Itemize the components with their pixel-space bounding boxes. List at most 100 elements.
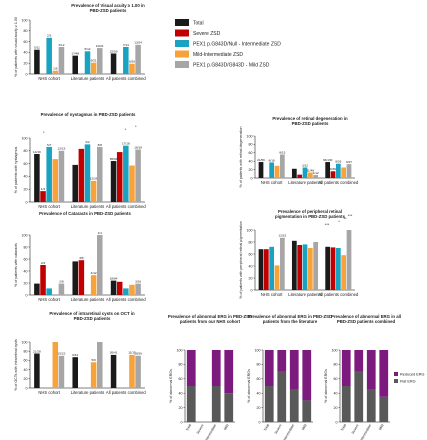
y-tick-label: 0 xyxy=(259,420,261,424)
bar-total xyxy=(110,161,117,202)
bar-total xyxy=(72,164,78,202)
bar-pex1_mild xyxy=(97,48,103,74)
bar-mild_intermediate xyxy=(52,70,59,74)
data-label: 2/2 xyxy=(85,140,90,144)
x-tick-label: NHS cohort xyxy=(38,76,60,81)
x-tick-label: Mild xyxy=(378,423,385,430)
chart-panel-8: Prevalence of abnormal ERG in PBD-ZSD pat… xyxy=(247,314,332,440)
erg-legend-swatch xyxy=(394,372,398,376)
x-tick-label: All patients combined xyxy=(106,204,146,209)
bar-severe xyxy=(330,171,336,178)
bar-mild_intermediate xyxy=(307,172,313,178)
data-label: 8/8 xyxy=(98,143,103,147)
y-axis-label: % of patients with retinal degeneration xyxy=(239,127,243,188)
bar-pex1_mild xyxy=(279,154,285,178)
y-axis-label: % of abnormal ERGs xyxy=(169,369,173,403)
chart-title: Prevalence of Cataracts in PBD-ZSD patie… xyxy=(39,211,131,216)
stacked-bar-flat_erg xyxy=(379,396,389,422)
data-label: 7/14 xyxy=(123,43,129,47)
x-tick-label: All patients combined xyxy=(106,297,146,302)
y-tick-label: 60 xyxy=(334,377,338,381)
bar-mild_intermediate xyxy=(90,180,97,202)
bar-severe xyxy=(40,191,46,202)
bar-mild_intermediate xyxy=(341,167,347,178)
y-tick-label: 40 xyxy=(334,392,338,396)
x-tick-label: Severe xyxy=(196,423,205,434)
data-label: 9/27 xyxy=(346,160,352,164)
data-label: 13/24 xyxy=(134,41,142,45)
y-tick-label: 100 xyxy=(22,340,28,344)
x-tick-label: Severe xyxy=(351,423,360,434)
main-legend: Total Severe ZSD PEX1 p.G843D/Null - Inter… xyxy=(175,19,281,69)
significance-mark: * xyxy=(125,127,127,132)
y-tick-label: 80 xyxy=(24,245,28,249)
erg-legend-label: Reduced ERG xyxy=(400,373,425,377)
bar-pex1_mild xyxy=(97,342,103,388)
y-tick-label: 60 xyxy=(24,162,28,166)
x-tick-label: Literature patients xyxy=(288,180,322,185)
y-axis-label: % of patients with visual acuity ≥ 1.00 xyxy=(14,17,18,77)
y-tick-label: 100 xyxy=(22,136,28,140)
x-tick-label: Severe xyxy=(274,423,283,434)
stacked-bar-reduced_erg xyxy=(341,350,351,386)
bar-mild_intermediate xyxy=(90,275,97,295)
y-tick-label: 100 xyxy=(332,348,338,352)
data-label: 3/12 xyxy=(302,163,308,167)
data-label: 3/16 xyxy=(135,279,141,283)
y-tick-label: 100 xyxy=(247,228,253,232)
y-tick-label: 40 xyxy=(24,51,28,55)
chart-title: Prevalence of abnormal ERG in PBD-ZSD pat… xyxy=(248,314,332,324)
bar-mild_intermediate xyxy=(307,248,313,290)
data-label: 2/4 xyxy=(41,261,46,265)
y-tick-label: 60 xyxy=(24,40,28,44)
x-tick-label: Mild xyxy=(301,423,308,430)
stacked-bar-flat_erg xyxy=(186,386,196,422)
x-tick-label: Mild xyxy=(223,423,230,430)
data-label: 13/15 xyxy=(278,234,286,238)
y-tick-label: 40 xyxy=(24,269,28,273)
bar-pex1_null xyxy=(123,288,129,295)
bar-total xyxy=(291,240,297,290)
bar-mild_intermediate xyxy=(129,63,135,74)
erg-legend-swatch xyxy=(394,379,398,383)
bar-mild_intermediate xyxy=(274,265,280,290)
bar-pex1_null xyxy=(123,145,129,202)
bar-total xyxy=(72,357,78,388)
bar-pex1_mild xyxy=(135,355,141,388)
chart-panel-9: Prevalence of abnormal ERG in all PBD-ZSD… xyxy=(324,314,425,440)
y-tick-label: 0 xyxy=(251,176,253,180)
bar-mild_intermediate xyxy=(274,165,280,178)
stacked-bar-flat_erg xyxy=(366,389,376,422)
stacked-bar-reduced_erg xyxy=(302,350,312,401)
y-tick-label: 60 xyxy=(249,252,253,256)
significance-mark: *** xyxy=(348,213,353,218)
bar-total xyxy=(34,154,40,202)
stacked-bar-flat_erg xyxy=(277,371,287,422)
chart-panel-5: Prevalence of peripheral retinal pigmenta… xyxy=(239,209,359,299)
data-label: 15/22 xyxy=(58,352,66,356)
stacked-bar-flat_erg xyxy=(341,386,351,422)
x-tick-label: NHS cohort xyxy=(38,204,60,209)
chart-panel-3: Prevalence of retinal degeneration in PBD… xyxy=(239,116,359,187)
chart-title: Prevalence of intraretinal cysts on OCT … xyxy=(49,311,135,321)
stacked-bar-flat_erg xyxy=(302,400,312,422)
bar-total xyxy=(34,283,40,295)
bar-pex1_null xyxy=(46,37,52,74)
bar-total xyxy=(325,162,331,178)
data-label: 65/99 xyxy=(110,157,118,161)
data-label: 11/15 xyxy=(128,351,136,355)
x-tick-label: All patients combined xyxy=(318,180,358,185)
y-tick-label: 20 xyxy=(24,377,28,381)
significance-mark: * xyxy=(43,130,45,135)
y-tick-label: 80 xyxy=(179,363,183,367)
data-label: 1/12 xyxy=(313,171,319,175)
y-axis-label: % of patients with peripheral retinal pi… xyxy=(239,221,243,299)
bar-pex1_mild xyxy=(97,235,103,295)
stacked-bar-reduced_erg xyxy=(366,350,376,390)
x-tick-label: Literature patients xyxy=(71,297,105,302)
x-tick-label: NHS cohort xyxy=(261,292,283,297)
y-tick-label: 0 xyxy=(181,420,183,424)
x-tick-label: Literature patients xyxy=(288,292,322,297)
bar-severe xyxy=(78,148,85,202)
